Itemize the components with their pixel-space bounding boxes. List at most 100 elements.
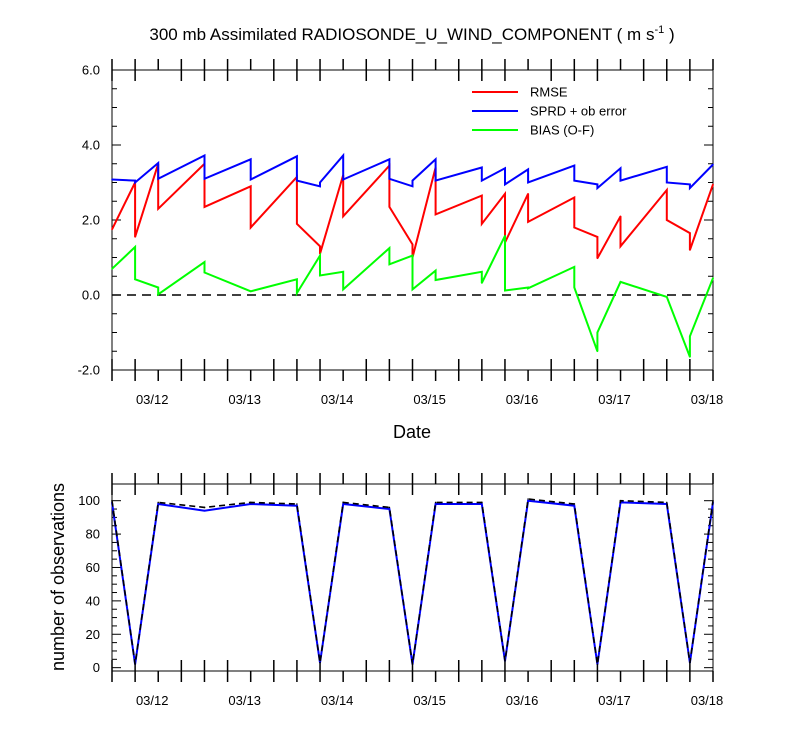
data-point xyxy=(249,226,252,229)
data-point xyxy=(481,282,483,284)
data-point xyxy=(596,183,599,186)
data-point xyxy=(111,268,113,270)
series-sprd-ob-error xyxy=(111,152,714,191)
data-point xyxy=(388,506,391,509)
data-point xyxy=(296,179,298,182)
data-point xyxy=(689,187,691,189)
data-point xyxy=(157,162,159,164)
data-point xyxy=(319,245,321,248)
data-point xyxy=(504,167,506,170)
data-point xyxy=(434,179,437,182)
top-y-tick-label: -2.0 xyxy=(78,363,100,378)
data-point xyxy=(134,179,136,182)
data-point xyxy=(157,178,159,180)
data-point xyxy=(296,155,298,158)
data-point xyxy=(504,183,506,186)
data-point xyxy=(666,166,668,168)
bottom-x-tick-label: 03/16 xyxy=(506,693,539,708)
data-point xyxy=(666,501,668,504)
data-point xyxy=(388,158,391,161)
top-y-tick-label: 4.0 xyxy=(82,138,100,153)
data-point xyxy=(619,245,622,248)
data-point xyxy=(573,286,576,289)
data-point xyxy=(434,501,437,504)
data-point xyxy=(573,179,576,182)
data-point xyxy=(134,246,136,248)
data-point xyxy=(573,196,576,199)
data-point xyxy=(388,206,391,208)
data-point xyxy=(527,287,529,290)
data-point xyxy=(388,178,391,180)
data-point xyxy=(504,193,506,195)
data-point xyxy=(619,215,622,218)
data-point xyxy=(111,499,113,502)
data-point xyxy=(666,181,668,184)
top-axis-ticks: -2.0 0.0 2.0 4.0 6.0 03/12 03/13 03/14 03/15 03/1… xyxy=(78,59,724,407)
y-axis-title-observations: number of observations xyxy=(48,483,68,671)
bottom-x-tick-label: 03/14 xyxy=(321,693,354,708)
series-observations-possible xyxy=(111,498,714,665)
data-point xyxy=(203,261,206,263)
data-point xyxy=(481,223,483,225)
data-point xyxy=(249,290,252,293)
bottom-y-tick-label: 60 xyxy=(86,560,100,575)
data-point xyxy=(434,158,437,161)
data-point xyxy=(296,292,298,294)
legend-label: SPRD + ob error xyxy=(530,104,627,119)
legend-label: BIAS (O-F) xyxy=(530,123,594,138)
data-point xyxy=(481,179,483,182)
bottom-x-tick-label: 03/18 xyxy=(691,693,724,708)
top-x-tick-label: 03/17 xyxy=(598,392,631,407)
data-point xyxy=(157,501,159,504)
data-point xyxy=(157,286,159,289)
top-x-tick-label: 03/15 xyxy=(413,392,446,407)
data-point xyxy=(388,247,391,249)
bottom-axis-ticks: 0 20 40 60 80 100 03/12 03/13 03/14 03/15 03/16 03/… xyxy=(78,473,723,708)
bottom-x-tick-label: 03/13 xyxy=(228,693,261,708)
bottom-y-tick-label: 100 xyxy=(78,493,100,508)
data-point xyxy=(573,503,576,505)
data-point xyxy=(596,257,599,260)
data-point xyxy=(296,278,298,281)
bottom-x-tick-label: 03/15 xyxy=(413,693,446,708)
data-point xyxy=(689,249,691,251)
data-point xyxy=(619,167,622,170)
data-point xyxy=(342,271,345,273)
data-point xyxy=(666,296,668,298)
data-point xyxy=(134,236,136,238)
data-point xyxy=(504,235,506,237)
legend-label: RMSE xyxy=(530,85,568,100)
data-point xyxy=(689,232,691,234)
data-point xyxy=(689,661,691,664)
data-point xyxy=(689,183,691,186)
data-point xyxy=(411,179,414,182)
data-point xyxy=(481,194,483,197)
data-point xyxy=(666,219,668,221)
data-point xyxy=(434,279,437,281)
data-point xyxy=(134,663,136,666)
data-point xyxy=(434,503,437,505)
data-point xyxy=(296,503,298,505)
data-point xyxy=(111,228,113,231)
bottom-y-tick-label: 80 xyxy=(86,527,100,542)
data-point xyxy=(619,281,622,283)
data-point xyxy=(249,503,252,505)
data-point xyxy=(527,499,529,502)
top-x-tick-label: 03/16 xyxy=(506,392,539,407)
bottom-y-tick-label: 0 xyxy=(93,660,100,675)
data-point xyxy=(712,277,714,279)
data-point xyxy=(527,168,529,171)
bottom-series-group xyxy=(111,498,714,666)
data-point xyxy=(527,181,529,184)
data-point xyxy=(596,350,599,353)
data-point xyxy=(134,278,136,281)
data-point xyxy=(203,154,206,157)
data-point xyxy=(134,181,136,184)
top-y-tick-label: 2.0 xyxy=(82,213,100,228)
top-y-tick-label: 6.0 xyxy=(82,63,100,78)
top-x-tick-label: 03/18 xyxy=(691,392,724,407)
data-point xyxy=(111,178,113,181)
data-point xyxy=(411,243,414,246)
data-point xyxy=(712,499,714,502)
data-point xyxy=(596,236,599,238)
